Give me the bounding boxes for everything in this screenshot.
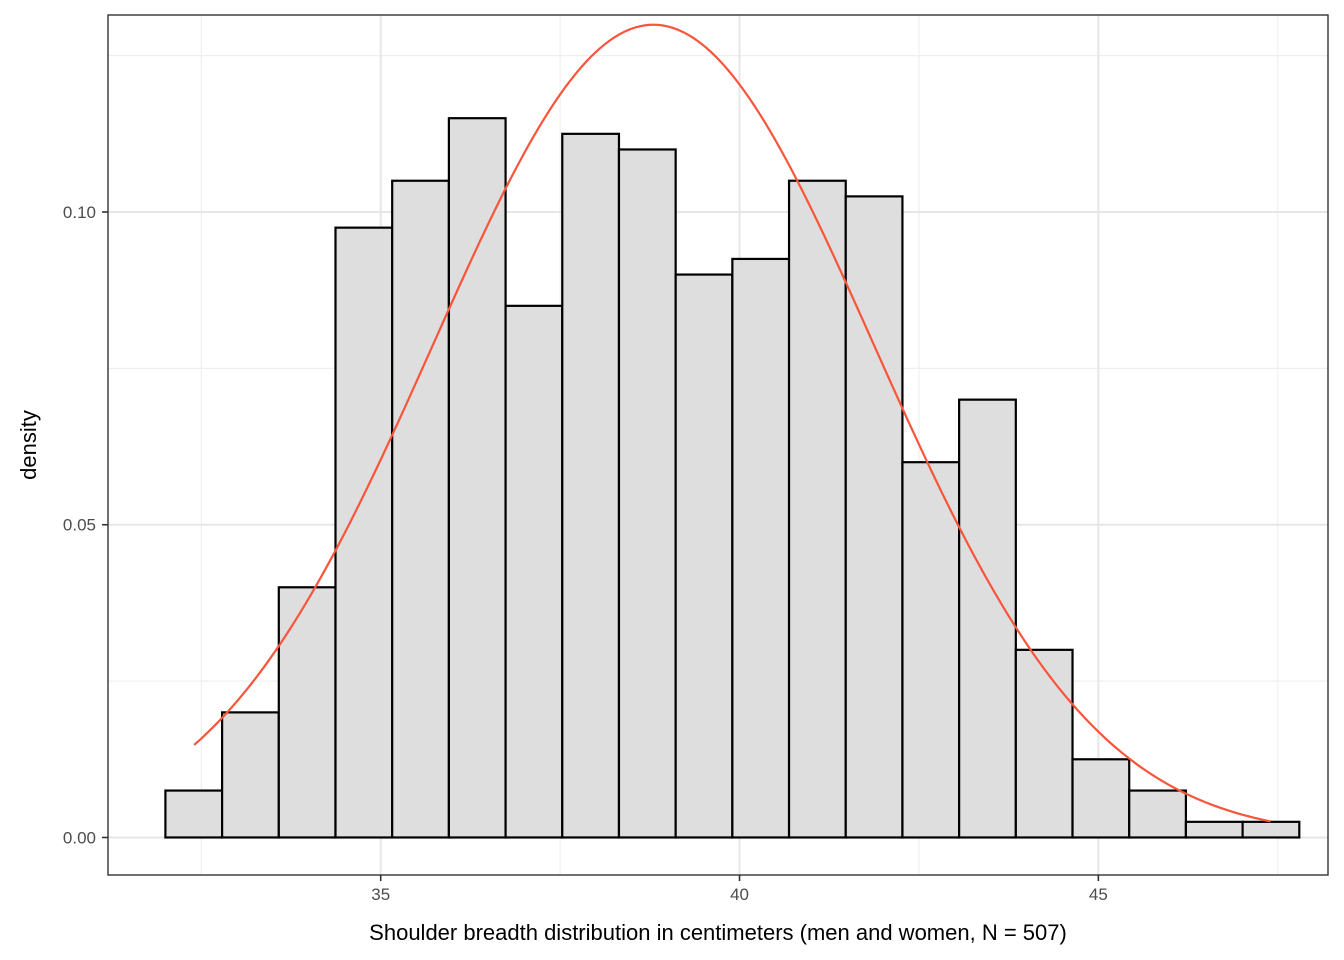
- x-tick-label: 45: [1089, 885, 1108, 904]
- y-axis-title: density: [16, 410, 41, 480]
- histogram-bar: [504, 304, 564, 839]
- histogram-bar: [391, 179, 450, 839]
- histogram-bar: [1071, 758, 1131, 839]
- y-tick-label: 0.00: [63, 828, 96, 847]
- histogram-bar: [901, 461, 961, 839]
- y-tick-label: 0.05: [63, 516, 96, 535]
- histogram-bar: [1241, 820, 1301, 839]
- histogram-bar: [164, 789, 224, 839]
- x-tick-label: 40: [730, 885, 749, 904]
- histogram-bar: [447, 117, 507, 839]
- histogram-bar: [617, 148, 677, 839]
- normal-curve-layer: [193, 23, 1271, 823]
- axis-layer: 35 40 45 0.00 0.05 0.10: [63, 203, 1108, 904]
- plot-panel-border: [107, 14, 1329, 876]
- histogram-bar: [1184, 820, 1244, 839]
- histogram-bar: [221, 711, 280, 839]
- histogram-bar: [1128, 789, 1188, 839]
- histogram-bar: [674, 273, 734, 839]
- normal-density-curve: [193, 23, 1271, 823]
- histogram-bar: [731, 257, 791, 839]
- histogram-bars: [164, 117, 1301, 839]
- histogram-bar: [787, 179, 847, 839]
- histogram-bar: [958, 398, 1017, 839]
- y-tick-label: 0.10: [63, 203, 96, 222]
- histogram-bar: [277, 586, 337, 839]
- histogram-bar: [561, 132, 621, 839]
- x-axis-title: Shoulder breadth distribution in centime…: [369, 920, 1067, 945]
- x-tick-label: 35: [371, 885, 390, 904]
- histogram-bar: [844, 195, 904, 839]
- histogram-bar: [1014, 648, 1074, 839]
